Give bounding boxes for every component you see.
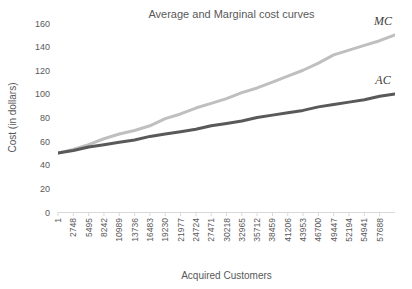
x-tick-label: 41206 xyxy=(283,218,293,242)
y-tick-label: 60 xyxy=(40,137,50,147)
y-tick-label: 0 xyxy=(45,208,50,218)
x-tick-label: 49447 xyxy=(329,218,339,242)
x-tick-mark xyxy=(119,212,120,216)
x-tick-mark xyxy=(257,212,258,216)
x-tick-mark xyxy=(165,212,166,216)
y-tick-mark xyxy=(55,23,58,24)
y-tick-mark xyxy=(55,70,58,71)
background xyxy=(0,0,412,289)
y-tick-mark xyxy=(55,188,58,189)
x-tick-label: 8242 xyxy=(99,218,109,237)
y-tick-label: 140 xyxy=(35,42,50,52)
x-tick-label: 2748 xyxy=(68,218,78,237)
x-tick-mark xyxy=(349,212,350,216)
chart-title: Average and Marginal cost curves xyxy=(148,8,315,20)
x-tick-mark xyxy=(195,212,196,216)
x-tick-mark xyxy=(211,212,212,216)
x-tick-mark xyxy=(149,212,150,216)
x-tick-mark xyxy=(364,212,365,216)
y-tick-mark xyxy=(55,93,58,94)
x-tick-mark xyxy=(287,212,288,216)
x-tick-label: 5495 xyxy=(84,218,94,237)
x-tick-mark xyxy=(58,212,59,216)
y-tick-label: 160 xyxy=(35,19,50,29)
y-axis-label: Cost (in dollars) xyxy=(7,82,18,152)
series-label: MC xyxy=(373,14,393,28)
series-line xyxy=(58,94,395,153)
y-tick-label: 100 xyxy=(35,89,50,99)
x-tick-mark xyxy=(333,212,334,216)
y-tick-mark xyxy=(55,164,58,165)
x-tick-mark xyxy=(226,212,227,216)
x-tick-label: 32965 xyxy=(237,218,247,242)
y-tick-label: 20 xyxy=(40,184,50,194)
x-tick-label: 10989 xyxy=(114,218,124,242)
x-tick-label: 57688 xyxy=(375,218,385,242)
y-tick-mark xyxy=(55,117,58,118)
x-tick-label: 54941 xyxy=(359,218,369,242)
y-tick-label: 40 xyxy=(40,160,50,170)
series-group xyxy=(58,35,395,153)
x-tick-label: 30218 xyxy=(222,218,232,242)
x-tick-label: 46700 xyxy=(313,218,323,242)
x-tick-mark xyxy=(318,212,319,216)
y-tick-label: 120 xyxy=(35,66,50,76)
series-label: AC xyxy=(374,73,391,87)
chart-container: Average and Marginal cost curves Cost (in… xyxy=(0,0,412,289)
x-tick-mark xyxy=(303,212,304,216)
x-tick-label: 21977 xyxy=(176,218,186,242)
x-axis-label: Acquired Customers xyxy=(181,270,272,281)
x-tick-mark xyxy=(73,212,74,216)
x-tick-mark xyxy=(103,212,104,216)
y-tick-mark xyxy=(55,46,58,47)
y-tick-label: 80 xyxy=(40,113,50,123)
x-tick-label: 16483 xyxy=(145,218,155,242)
x-tick-mark xyxy=(241,212,242,216)
x-tick-label: 52194 xyxy=(344,218,354,242)
x-tick-label: 43953 xyxy=(298,218,308,242)
y-tick-mark xyxy=(55,141,58,142)
x-tick-mark xyxy=(180,212,181,216)
x-tick-label: 13736 xyxy=(130,218,140,242)
x-tick-label: 35712 xyxy=(252,218,262,242)
x-tick-mark xyxy=(272,212,273,216)
x-tick-mark xyxy=(88,212,89,216)
x-tick-label: 1 xyxy=(53,218,63,223)
x-tick-label: 38459 xyxy=(267,218,277,242)
x-tick-label: 24724 xyxy=(191,218,201,242)
x-tick-mark xyxy=(379,212,380,216)
x-tick-label: 19230 xyxy=(160,218,170,242)
series-line xyxy=(58,35,395,153)
chart-svg: Average and Marginal cost curves Cost (in… xyxy=(0,0,412,289)
x-tick-label: 27471 xyxy=(206,218,216,242)
x-tick-mark xyxy=(134,212,135,216)
